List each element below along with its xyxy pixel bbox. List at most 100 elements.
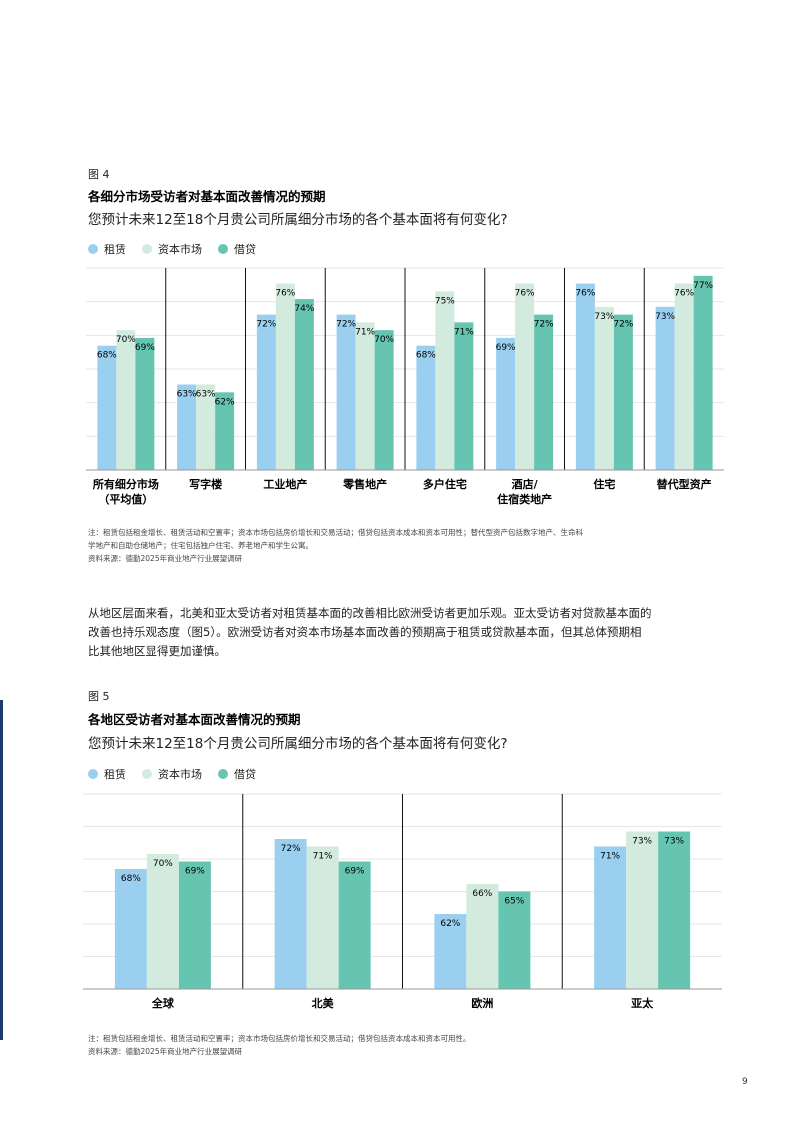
data-label: 70% xyxy=(116,335,136,345)
fig5-question: 您预计未来12至18个月贵公司所属细分市场的各个基本面将有何变化? xyxy=(88,736,508,752)
data-label: 73% xyxy=(664,837,684,847)
legend-label-loan: 借贷 xyxy=(234,768,256,781)
fig5-source: 资料来源：德勤2025年商业地产行业展望调研 xyxy=(88,1047,243,1056)
data-label: 72% xyxy=(336,320,356,330)
legend-swatch-capital xyxy=(142,769,152,779)
data-label: 71% xyxy=(355,327,375,337)
data-label: 76% xyxy=(515,289,535,299)
data-label: 65% xyxy=(504,897,524,907)
category-label: 北美 xyxy=(312,996,335,1010)
bar xyxy=(655,306,675,470)
legend-swatch-rent xyxy=(88,244,98,254)
fig4-title: 各细分市场受访者对基本面改善情况的预期 xyxy=(88,189,326,204)
fig5-legend: 租赁 资本市场 借贷 xyxy=(88,766,272,782)
data-label: 74% xyxy=(294,304,314,314)
data-label: 76% xyxy=(575,289,595,299)
legend-label-rent: 租赁 xyxy=(104,768,126,781)
data-label: 71% xyxy=(600,852,620,862)
category-label: 住宿类地产 xyxy=(497,492,552,506)
bar xyxy=(416,345,436,470)
bar xyxy=(274,839,307,989)
bar xyxy=(434,914,467,989)
data-label: 63% xyxy=(177,390,197,400)
fig5-title: 各地区受访者对基本面改善情况的预期 xyxy=(88,712,301,727)
fig5-chart: 68% 70% 69% 全球 72% 71% 69% 北美 62% 66% 65% 欧洲 71% 73% 7… xyxy=(83,793,722,1010)
legend-label-capital: 资本市场 xyxy=(158,768,202,781)
bar xyxy=(338,861,371,989)
data-label: 62% xyxy=(215,397,235,407)
data-label: 69% xyxy=(345,867,365,877)
category-label: 住宅 xyxy=(593,477,615,491)
bar xyxy=(435,291,455,470)
category-label: 工业地产 xyxy=(263,477,307,491)
legend-item-capital: 资本市场 xyxy=(142,766,202,782)
bar xyxy=(496,337,516,470)
data-label: 71% xyxy=(454,327,474,337)
fig5-notes: 注：租赁包括租金增长、租赁活动和空置率；资本市场包括房价增长和交易活动；借贷包括… xyxy=(88,1032,728,1058)
bar xyxy=(146,854,179,989)
data-label: 71% xyxy=(313,852,333,862)
category-label: 多户住宅 xyxy=(423,477,467,491)
category-label: 所有细分市场 xyxy=(93,477,159,491)
page-number: 9 xyxy=(742,1077,748,1087)
bar xyxy=(178,861,211,989)
bar xyxy=(306,846,339,989)
data-label: 70% xyxy=(374,335,394,345)
bar xyxy=(534,314,554,470)
bar xyxy=(196,384,216,470)
fig4-legend: 租赁 资本市场 借贷 xyxy=(88,241,272,257)
category-label: 亚太 xyxy=(631,996,654,1010)
fig4-note-line: 注：租赁包括租金增长、租赁活动和空置率；资本市场包括房价增长和交易活动；借贷包括… xyxy=(88,528,583,537)
data-label: 72% xyxy=(613,320,633,330)
bar xyxy=(177,384,197,470)
category-label: （平均值） xyxy=(98,492,153,506)
fig5-note-line: 注：租赁包括租金增长、租赁活动和空置率；资本市场包括房价增长和交易活动；借贷包括… xyxy=(88,1034,471,1043)
bar xyxy=(97,345,117,470)
legend-swatch-loan xyxy=(218,769,228,779)
bar xyxy=(658,831,691,989)
body-paragraph: 从地区层面来看，北美和亚太受访者对租赁基本面的改善相比欧洲受访者更加乐观。亚太受… xyxy=(88,604,728,661)
category-label: 写字楼 xyxy=(189,477,222,491)
data-label: 70% xyxy=(153,859,173,869)
bar xyxy=(275,283,295,470)
data-label: 69% xyxy=(185,867,205,877)
data-label: 73% xyxy=(655,312,675,322)
bar xyxy=(215,392,235,470)
bar xyxy=(626,831,659,989)
body-line: 改善也持乐观态度（图5）。欧洲受访者对资本市场基本面改善的预期高于租赁或贷款基本… xyxy=(88,625,642,639)
data-label: 72% xyxy=(281,844,301,854)
category-label: 零售地产 xyxy=(342,477,387,491)
legend-item-loan: 借贷 xyxy=(218,766,256,782)
data-label: 69% xyxy=(496,343,516,353)
bar xyxy=(336,314,356,470)
data-label: 62% xyxy=(440,919,460,929)
category-label: 替代型资产 xyxy=(657,477,712,491)
bar xyxy=(693,275,713,470)
legend-label-loan: 借贷 xyxy=(234,243,256,256)
bar xyxy=(594,306,614,470)
data-label: 75% xyxy=(435,296,455,306)
legend-swatch-rent xyxy=(88,769,98,779)
legend-item-rent: 租赁 xyxy=(88,241,126,257)
data-label: 76% xyxy=(275,289,295,299)
data-label: 76% xyxy=(674,289,694,299)
fig4-chart: 68%70%69%所有细分市场（平均值）63%63%62%写字楼72%76%74… xyxy=(86,267,724,506)
fig4-source: 资料来源：德勤2025年商业地产行业展望调研 xyxy=(88,554,243,563)
data-label: 69% xyxy=(135,343,155,353)
legend-swatch-loan xyxy=(218,244,228,254)
fig4-note-line: 学地产和自助仓储地产；住宅包括独户住宅、养老地产和学生公寓。 xyxy=(88,541,313,550)
data-label: 72% xyxy=(256,320,276,330)
bar xyxy=(466,884,499,989)
legend-swatch-capital xyxy=(142,244,152,254)
bar xyxy=(454,322,474,470)
data-label: 68% xyxy=(416,351,436,361)
legend-label-capital: 资本市场 xyxy=(158,243,202,256)
bar xyxy=(116,330,136,470)
bar xyxy=(498,891,531,989)
fig5-label: 图 5 xyxy=(88,690,110,703)
bar xyxy=(114,869,147,989)
category-label: 欧洲 xyxy=(471,996,493,1010)
bar xyxy=(355,322,375,470)
data-label: 63% xyxy=(196,390,216,400)
category-label: 全球 xyxy=(151,996,175,1010)
